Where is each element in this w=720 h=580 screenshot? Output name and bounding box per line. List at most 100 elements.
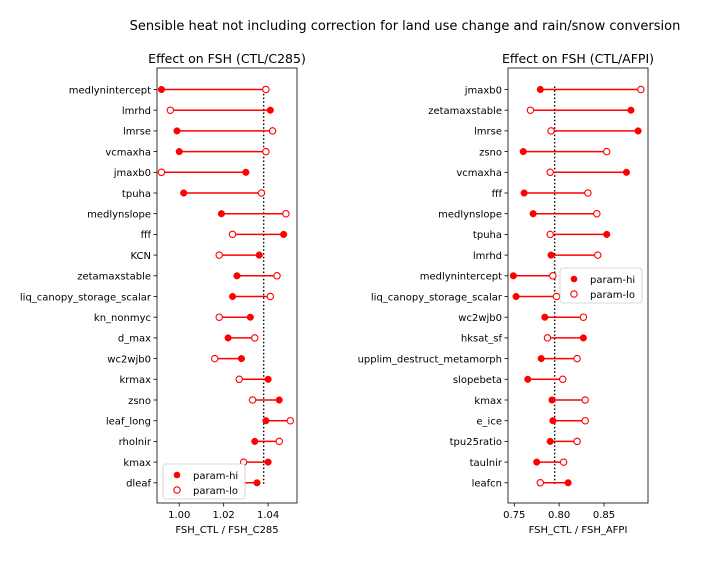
legend-frame <box>162 463 246 500</box>
point-param-hi <box>157 85 165 94</box>
panel-1: Effect on FSH (CTL/C285) medlynintercept l… <box>20 51 306 536</box>
y-tick-label: jmaxb0 <box>113 168 151 179</box>
legend-frame <box>559 267 643 304</box>
x-tick-label: 0.80 <box>548 510 570 521</box>
legend-label: param-lo <box>193 486 238 497</box>
panel-title: Effect on FSH (CTL/C285) <box>148 51 306 66</box>
y-tick-label: lmrhd <box>473 251 502 262</box>
y-tick-label: rholnir <box>119 437 152 448</box>
y-tick-label: vcmaxha <box>105 147 151 158</box>
axes-frame <box>156 67 298 504</box>
y-tick-label: liq_canopy_storage_scalar <box>20 292 152 303</box>
point-param-hi <box>564 479 572 487</box>
point-param-lo <box>275 437 283 446</box>
point-param-lo <box>593 209 601 218</box>
y-tick-label: vcmaxha <box>456 168 502 179</box>
point-param-lo <box>547 127 555 135</box>
y-tick-label: tpuha <box>473 230 502 241</box>
y-tick-label: wc2wjb0 <box>458 313 502 324</box>
point-param-lo <box>215 313 223 321</box>
point-param-lo <box>157 168 166 177</box>
legend-marker-param-lo <box>173 486 181 494</box>
point-param-lo <box>573 354 581 363</box>
point-param-lo <box>581 416 589 425</box>
point-param-hi <box>579 334 587 342</box>
point-param-lo <box>559 458 568 466</box>
point-param-hi <box>264 458 272 466</box>
panel-2: Effect on FSH (CTL/AFPI) jmaxb0 zetamaxsta… <box>358 51 654 536</box>
y-tick-label: d_max <box>118 334 151 345</box>
point-param-hi <box>233 272 241 280</box>
legend-marker-param-hi <box>173 471 181 479</box>
legend-label: param-lo <box>590 290 635 301</box>
y-tick-label: KCN <box>131 251 151 262</box>
y-tick-label: wc2wjb0 <box>107 354 151 365</box>
point-param-hi <box>175 148 183 156</box>
y-tick-label: liq_canopy_storage_scalar <box>371 292 503 303</box>
y-tick-label: lmrhd <box>122 106 151 117</box>
figure-suptitle: Sensible heat not including correction f… <box>130 19 681 34</box>
point-param-hi <box>264 375 272 383</box>
point-param-lo <box>268 127 277 135</box>
legend-marker-param-lo <box>570 290 578 298</box>
point-param-lo <box>262 147 270 156</box>
y-tick-label: fff <box>141 230 152 241</box>
y-tick-label: dleaf <box>126 479 151 490</box>
x-tick-label: 1.04 <box>257 510 279 521</box>
point-param-lo <box>549 272 557 280</box>
legend: param-hi param-lo <box>559 267 643 304</box>
y-tick-label: tpuha <box>122 189 151 200</box>
y-tick-label: jmaxb0 <box>464 85 502 96</box>
point-param-lo <box>286 416 295 425</box>
point-param-hi <box>512 292 520 301</box>
point-param-hi <box>262 417 270 425</box>
point-param-lo <box>579 313 588 321</box>
y-tick-label: medlynintercept <box>69 85 151 96</box>
point-param-hi <box>253 479 261 487</box>
point-param-lo <box>573 437 581 446</box>
point-param-lo <box>546 168 554 177</box>
legend-label: param-hi <box>590 275 635 286</box>
point-param-hi <box>546 437 554 445</box>
point-param-lo <box>526 106 535 114</box>
point-param-lo <box>536 479 545 487</box>
point-param-lo <box>584 189 592 197</box>
y-tick-label: lmrse <box>474 127 502 138</box>
point-param-hi <box>549 417 557 425</box>
x-axis-label: FSH_CTL / FSH_C285 <box>175 525 278 536</box>
legend: param-hi param-lo <box>162 463 246 500</box>
y-tick-label: kmax <box>123 458 151 469</box>
point-param-hi <box>509 272 517 280</box>
point-param-hi <box>229 292 237 301</box>
y-tick-label: zetamaxstable <box>428 106 502 117</box>
y-tick-label: medlynslope <box>87 210 151 221</box>
y-tick-label: zetamaxstable <box>77 272 151 283</box>
point-param-lo <box>543 334 552 342</box>
y-tick-label: kmax <box>474 396 502 407</box>
y-tick-label: fff <box>492 189 503 200</box>
point-param-hi <box>280 230 288 238</box>
point-param-lo <box>166 106 175 114</box>
y-tick-label: e_ice <box>476 417 502 428</box>
point-param-lo <box>215 251 223 259</box>
axes-frame <box>507 67 649 504</box>
point-param-hi <box>519 148 527 156</box>
point-param-lo <box>552 292 561 301</box>
y-tick-label: tpu25ratio <box>450 437 502 448</box>
point-param-hi <box>547 251 555 259</box>
x-tick-label: 1.02 <box>213 510 235 521</box>
point-param-hi <box>603 230 611 238</box>
point-param-hi <box>524 375 532 383</box>
x-tick-label: 1.00 <box>168 510 190 521</box>
point-param-hi <box>541 313 549 321</box>
y-tick-label: leafcn <box>472 479 502 490</box>
y-tick-label: upplim_destruct_metamorph <box>358 354 502 365</box>
y-tick-label: krmax <box>119 375 151 386</box>
point-param-lo <box>593 251 602 259</box>
y-tick-label: hksat_sf <box>461 334 503 345</box>
point-param-lo <box>602 147 611 156</box>
panel-title: Effect on FSH (CTL/AFPI) <box>502 51 654 66</box>
point-param-lo <box>235 375 243 384</box>
point-param-hi <box>246 313 254 321</box>
